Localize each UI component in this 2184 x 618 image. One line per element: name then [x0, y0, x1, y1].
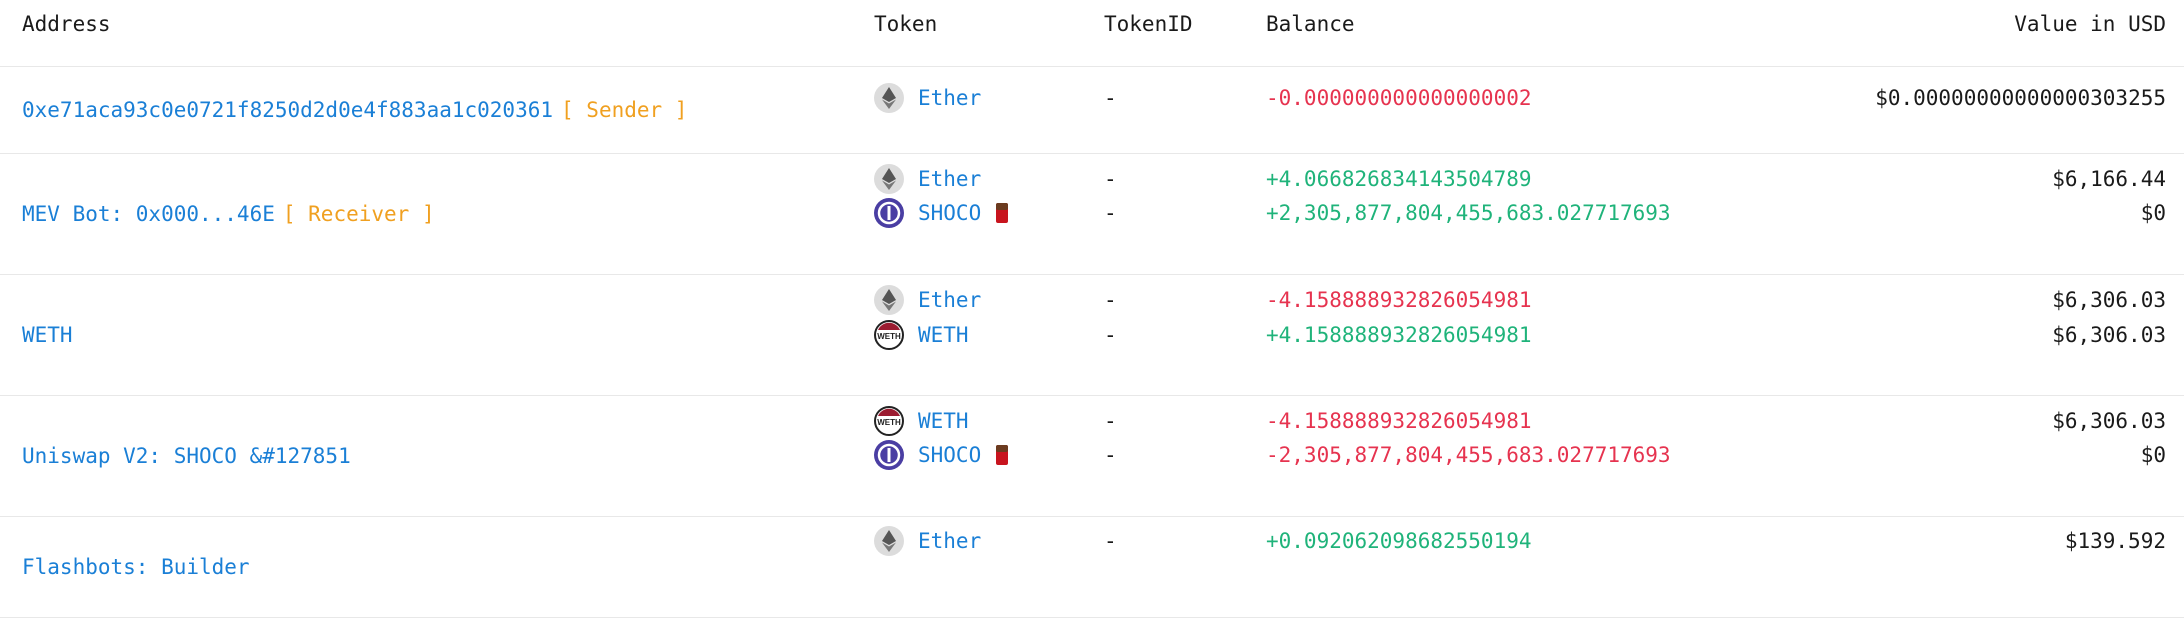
token-cell: Ether: [874, 81, 981, 115]
token-name-link[interactable]: Ether: [918, 529, 982, 553]
shoco-token-icon: [874, 198, 904, 228]
balance-change-value: -0.000000000000000002: [1266, 86, 1532, 110]
usd-value: $6,306.03: [2052, 409, 2166, 433]
address-link[interactable]: MEV Bot: 0x000...46E: [22, 202, 275, 226]
ether-icon: [874, 164, 904, 194]
header-token-id: TokenID: [1104, 12, 1193, 36]
address-cell: Flashbots: Builder: [22, 517, 250, 617]
usd-value: $6,166.44: [2052, 167, 2166, 191]
token-name-link[interactable]: WETH: [918, 323, 969, 347]
token-name-link[interactable]: SHOCO: [918, 201, 982, 225]
usd-value: $0.00000000000000303255: [1875, 86, 2166, 110]
weth-token-icon: WETH: [874, 320, 904, 350]
token-id-value: -: [1104, 86, 1117, 110]
role-label: [ Receiver ]: [282, 202, 435, 226]
balance-change-value: -4.158888932826054981: [1266, 288, 1532, 312]
address-link[interactable]: Flashbots: Builder: [22, 555, 250, 579]
balance-change-value: +4.158888932826054981: [1266, 323, 1532, 347]
svg-text:WETH: WETH: [877, 418, 901, 427]
address-cell: 0xe71aca93c0e0721f8250d2d0e4f883aa1c0203…: [22, 67, 687, 153]
token-id-value: -: [1104, 409, 1117, 433]
table-row: MEV Bot: 0x000...46E [ Receiver ] Ether - +4…: [0, 154, 2184, 275]
token-name-link[interactable]: Ether: [918, 167, 982, 191]
token-id-value: -: [1104, 323, 1117, 347]
token-cell: WETH WETH: [874, 404, 969, 438]
token-line: WETH WETH - -4.158888932826054981 $6,306.03: [0, 404, 2184, 438]
table-header: Address Token TokenID Balance Value in U…: [0, 0, 2184, 67]
ether-icon: [874, 83, 904, 113]
chocolate-icon: [995, 202, 1009, 224]
header-balance: Balance: [1266, 12, 1355, 36]
token-line: Ether - +4.066826834143504789 $6,166.44: [0, 162, 2184, 196]
token-id-value: -: [1104, 167, 1117, 191]
address-cell: MEV Bot: 0x000...46E [ Receiver ]: [22, 154, 435, 274]
token-line: Ether - -0.000000000000000002 $0.0000000000…: [0, 81, 2184, 115]
token-line: SHOCO - -2,305,877,804,455,683.027717693 $0: [0, 438, 2184, 472]
token-name-link[interactable]: Ether: [918, 86, 982, 110]
balance-change-value: +0.092062098682550194: [1266, 529, 1532, 553]
token-cell: SHOCO: [874, 438, 1009, 472]
table-row: Flashbots: Builder Ether - +0.0920620986825…: [0, 517, 2184, 618]
token-line: WETH WETH - +4.158888932826054981 $6,306.03: [0, 318, 2184, 352]
address-link[interactable]: Uniswap V2: SHOCO &#127851: [22, 444, 351, 468]
balance-change-value: +4.066826834143504789: [1266, 167, 1532, 191]
balance-change-value: -2,305,877,804,455,683.027717693: [1266, 443, 1671, 467]
token-cell: Ether: [874, 283, 981, 317]
usd-value: $6,306.03: [2052, 323, 2166, 347]
usd-value: $6,306.03: [2052, 288, 2166, 312]
svg-text:WETH: WETH: [877, 332, 901, 341]
token-cell: WETH WETH: [874, 318, 969, 352]
table-row: WETH Ether - -4.158888932826054981 $6,306.03…: [0, 275, 2184, 396]
header-token: Token: [874, 12, 938, 36]
usd-value: $139.592: [2064, 529, 2166, 553]
token-name-link[interactable]: SHOCO: [918, 443, 982, 467]
ether-icon: [874, 285, 904, 315]
address-cell: WETH: [22, 275, 73, 395]
token-name-link[interactable]: WETH: [918, 409, 969, 433]
chocolate-icon: [995, 444, 1009, 466]
address-link[interactable]: WETH: [22, 323, 73, 347]
balance-change-value: +2,305,877,804,455,683.027717693: [1266, 201, 1671, 225]
ether-icon: [874, 526, 904, 556]
token-line: SHOCO - +2,305,877,804,455,683.027717693 $0: [0, 196, 2184, 230]
address-cell: Uniswap V2: SHOCO &#127851: [22, 396, 351, 516]
table-row: 0xe71aca93c0e0721f8250d2d0e4f883aa1c0203…: [0, 67, 2184, 154]
header-value-usd: Value in USD: [2014, 12, 2166, 36]
token-id-value: -: [1104, 443, 1117, 467]
token-cell: Ether: [874, 162, 981, 196]
token-cell: Ether: [874, 524, 981, 558]
usd-value: $0: [2140, 201, 2166, 225]
usd-value: $0: [2140, 443, 2166, 467]
token-cell: SHOCO: [874, 196, 1009, 230]
token-id-value: -: [1104, 529, 1117, 553]
header-address: Address: [22, 12, 111, 36]
table-row: Uniswap V2: SHOCO &#127851 WETH WETH - -4.15…: [0, 396, 2184, 517]
token-line: Ether - -4.158888932826054981 $6,306.03: [0, 283, 2184, 317]
balance-change-value: -4.158888932826054981: [1266, 409, 1532, 433]
token-name-link[interactable]: Ether: [918, 288, 982, 312]
token-id-value: -: [1104, 288, 1117, 312]
address-link[interactable]: 0xe71aca93c0e0721f8250d2d0e4f883aa1c0203…: [22, 98, 554, 122]
token-id-value: -: [1104, 201, 1117, 225]
shoco-token-icon: [874, 440, 904, 470]
weth-token-icon: WETH: [874, 406, 904, 436]
role-label: [ Sender ]: [561, 98, 688, 122]
token-line: Ether - +0.092062098682550194 $139.592: [0, 524, 2184, 558]
